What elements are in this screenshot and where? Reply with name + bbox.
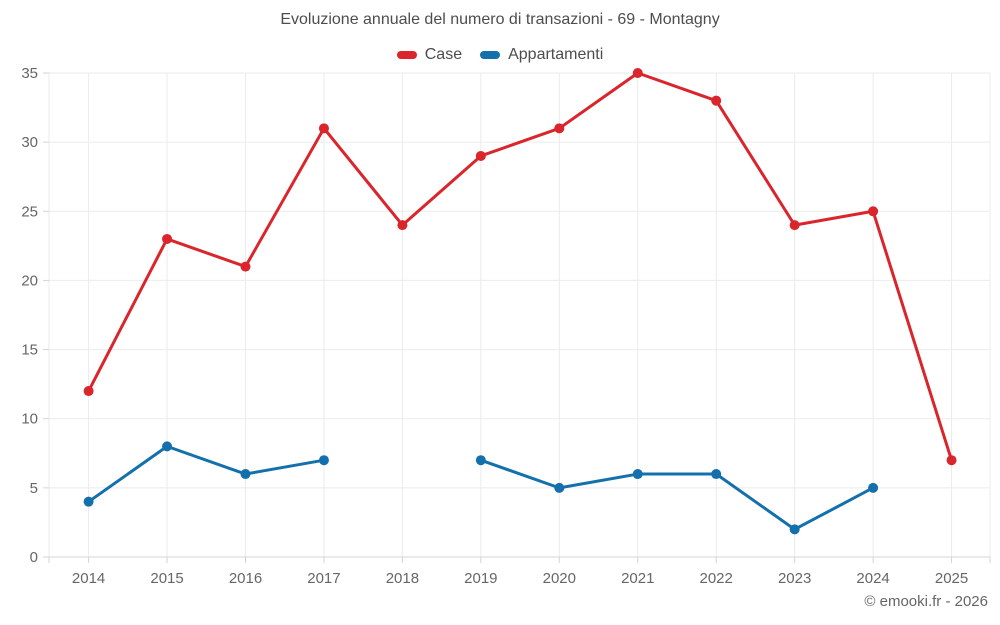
case-point-2018[interactable] — [397, 220, 408, 231]
x-axis-label: 2018 — [386, 570, 419, 587]
appartamenti-line — [87, 444, 326, 504]
legend-item-case[interactable]: Case — [396, 46, 463, 64]
y-axis-label: 10 — [21, 411, 38, 428]
appartamenti-series-swatch-icon — [480, 51, 501, 59]
legend: Case Appartamenti — [0, 46, 1000, 64]
appartamenti-point-2024[interactable] — [868, 482, 879, 493]
legend-label-appartamenti: Appartamenti — [508, 46, 604, 63]
legend-label-case: Case — [424, 46, 463, 63]
x-axis-label: 2024 — [856, 570, 889, 587]
attribution: © emooki.fr - 2026 — [864, 593, 988, 610]
appartamenti-point-2015[interactable] — [162, 441, 173, 452]
appartamenti-point-2023[interactable] — [789, 524, 800, 535]
appartamenti-point-2020[interactable] — [554, 482, 565, 493]
legend-item-appartamenti[interactable]: Appartamenti — [480, 46, 603, 64]
appartamenti-point-2014[interactable] — [83, 496, 94, 507]
x-axis-label: 2025 — [935, 570, 968, 587]
case-series-swatch-icon — [396, 51, 417, 59]
appartamenti-point-2017[interactable] — [318, 455, 329, 466]
case-point-2025[interactable] — [946, 455, 957, 466]
case-point-2017[interactable] — [318, 123, 329, 134]
y-axis-label: 5 — [30, 480, 38, 497]
case-point-2024[interactable] — [868, 206, 879, 217]
case-point-2020[interactable] — [554, 123, 565, 134]
x-axis-label: 2023 — [778, 570, 811, 587]
y-axis-label: 35 — [21, 65, 38, 82]
x-axis-label: 2016 — [229, 570, 262, 587]
x-axis-label: 2020 — [543, 570, 576, 587]
appartamenti-point-2016[interactable] — [240, 469, 251, 480]
appartamenti-line — [479, 458, 875, 531]
chart-title: Evoluzione annuale del numero di transaz… — [280, 11, 720, 28]
case-point-2019[interactable] — [475, 150, 486, 161]
case-point-2016[interactable] — [240, 261, 251, 272]
x-axis-label: 2017 — [307, 570, 340, 587]
case-point-2021[interactable] — [632, 68, 643, 78]
case-point-2014[interactable] — [83, 386, 94, 397]
case-point-2015[interactable] — [162, 233, 173, 244]
x-axis-label: 2021 — [621, 570, 654, 587]
y-axis-label: 30 — [21, 134, 38, 151]
x-axis-label: 2022 — [700, 570, 733, 587]
appartamenti-point-2019[interactable] — [475, 455, 486, 466]
case-line — [87, 71, 954, 462]
y-axis-label: 15 — [21, 342, 38, 359]
case-point-2022[interactable] — [711, 95, 722, 106]
appartamenti-point-2021[interactable] — [632, 469, 643, 480]
y-axis-label: 25 — [21, 203, 38, 220]
y-axis-label: 20 — [21, 272, 38, 289]
x-axis-label: 2015 — [150, 570, 183, 587]
x-axis-label: 2019 — [464, 570, 497, 587]
y-axis-label: 0 — [30, 549, 38, 566]
case-point-2023[interactable] — [789, 220, 800, 231]
x-axis-label: 2014 — [72, 570, 105, 587]
appartamenti-point-2022[interactable] — [711, 469, 722, 480]
